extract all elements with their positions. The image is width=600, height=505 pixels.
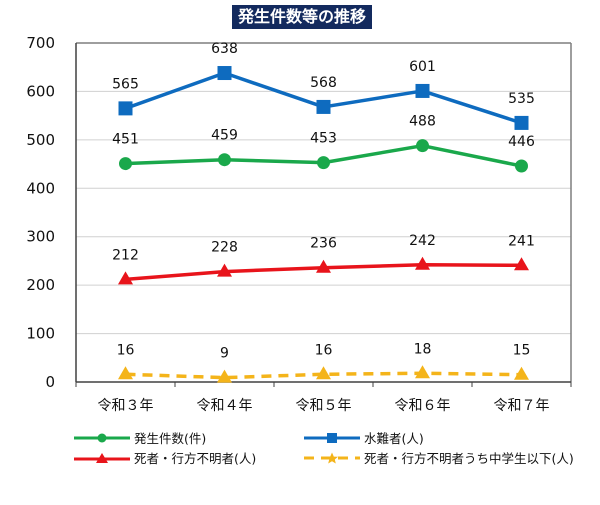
x-tick-labels: 令和３年 令和４年 令和５年 令和６年 令和７年 [98, 398, 550, 414]
y-tick-label: 700 [26, 34, 55, 52]
data-label-deaths: 236 [310, 236, 337, 252]
data-label-deaths: 228 [211, 240, 238, 256]
data-point-deaths [514, 257, 529, 271]
y-tick-label: 300 [26, 228, 55, 246]
data-point-victims [415, 83, 430, 98]
legend-line-square-icon [304, 432, 360, 443]
data-point-victims [316, 99, 331, 114]
data-point-incidents [119, 157, 132, 171]
y-tick-labels: 0 100 200 300 400 500 600 700 [26, 34, 55, 391]
axes [75, 42, 572, 387]
data-point-victims [514, 115, 529, 130]
legend-label: 発生件数(件) [134, 431, 207, 446]
legend-line-circle-icon [74, 433, 130, 442]
chart-title: 発生件数等の推移 [232, 5, 373, 29]
legend-item-children[interactable]: 死者・行方不明者うち中学生以下(人) [304, 448, 574, 467]
x-tick-label: 令和６年 [395, 398, 451, 414]
series-markers [118, 66, 529, 383]
data-label-children: 16 [117, 342, 135, 358]
data-label-incidents: 446 [508, 134, 535, 150]
legend-item-deaths[interactable]: 死者・行方不明者(人) [74, 448, 256, 467]
data-label-victims: 565 [112, 76, 139, 92]
data-label-deaths: 242 [409, 233, 436, 249]
legend-item-victims[interactable]: 水難者(人) [304, 428, 424, 447]
legend-label: 死者・行方不明者(人) [134, 451, 257, 466]
data-point-victims [118, 101, 133, 116]
data-label-children: 18 [414, 341, 432, 357]
legend-item-incidents[interactable]: 発生件数(件) [74, 428, 206, 447]
y-tick-label: 400 [26, 179, 55, 197]
data-point-incidents [317, 156, 330, 170]
x-tick-label: 令和４年 [197, 398, 253, 414]
data-label-children: 9 [220, 346, 229, 362]
data-point-deaths [217, 263, 232, 277]
data-point-children [514, 366, 529, 380]
legend-line-triangle-icon [74, 452, 130, 463]
x-tick-label: 令和５年 [296, 398, 352, 414]
x-tick-label: 令和７年 [494, 398, 550, 414]
data-label-children: 15 [513, 343, 531, 359]
data-label-victims: 638 [211, 41, 238, 57]
y-tick-label: 500 [26, 131, 55, 149]
data-point-children [217, 369, 232, 383]
legend-label: 死者・行方不明者うち中学生以下(人) [364, 451, 574, 466]
x-tick-label: 令和３年 [98, 398, 154, 414]
legend-label: 水難者(人) [364, 431, 424, 446]
data-point-children [415, 365, 430, 379]
y-tick-label: 200 [26, 276, 55, 294]
data-point-incidents [416, 139, 429, 153]
series-line-children [125, 371, 522, 380]
data-point-deaths [415, 256, 430, 270]
data-point-incidents [218, 153, 231, 167]
series-lines [124, 71, 523, 380]
data-label-incidents: 488 [409, 114, 436, 130]
data-label-victims: 601 [409, 59, 436, 75]
data-point-children [316, 366, 331, 380]
data-label-children: 16 [315, 342, 333, 358]
data-point-incidents [515, 159, 528, 173]
data-point-deaths [316, 259, 331, 273]
y-tick-label: 600 [26, 82, 55, 100]
legend-dashed-star-icon [304, 452, 360, 463]
data-point-deaths [118, 271, 133, 285]
data-label-incidents: 451 [112, 132, 139, 148]
y-tick-label: 0 [45, 373, 55, 391]
data-label-incidents: 453 [310, 131, 337, 147]
data-labels: 451 459 453 488 446 565 638 568 601 535 212 228 236 2… [112, 41, 535, 362]
data-label-deaths: 212 [112, 247, 139, 263]
data-point-children [118, 366, 133, 380]
line-chart: 0100200300400500600700 令和３年 令和４年 令和５年 令和６年令… [26, 34, 572, 414]
data-label-victims: 568 [310, 75, 337, 91]
y-tick-label: 100 [26, 325, 55, 343]
data-label-deaths: 241 [508, 233, 535, 249]
data-label-incidents: 459 [211, 128, 238, 144]
data-label-victims: 535 [508, 91, 535, 107]
data-point-victims [217, 66, 232, 81]
